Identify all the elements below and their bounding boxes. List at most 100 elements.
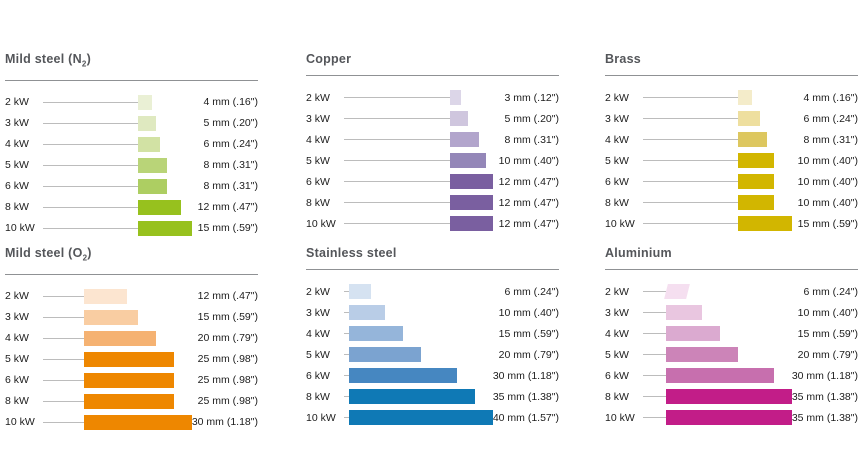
leader-line [643, 160, 738, 161]
bar-area [738, 111, 792, 126]
thickness-bar [666, 347, 738, 362]
thickness-bar [666, 305, 702, 320]
chart-row: 5 kW 10 mm (.40") [306, 150, 559, 171]
chart-row: 10 kW 15 mm (.59") [605, 213, 858, 234]
thickness-bar [665, 389, 792, 404]
chart-row: 6 kW 30 mm (1.18") [306, 365, 559, 386]
bar-area [449, 132, 493, 147]
thickness-bar [738, 174, 774, 189]
thickness-label: 15 mm (.59") [797, 217, 858, 230]
thickness-bar [449, 216, 493, 231]
leader-line [643, 396, 666, 397]
power-label: 8 kW [605, 390, 629, 403]
chart-row: 5 kW 20 mm (.79") [605, 344, 858, 365]
bar-area [349, 347, 493, 362]
chart-row: 2 kW 6 mm (.24") [306, 281, 559, 302]
chart-row: 3 kW 5 mm (.20") [5, 113, 258, 134]
chart-row: 6 kW 8 mm (.31") [5, 176, 258, 197]
thickness-label: 25 mm (.98") [197, 353, 258, 365]
thickness-label: 10 mm (.40") [797, 196, 858, 209]
power-label: 2 kW [306, 285, 330, 298]
thickness-label: 10 mm (.40") [498, 154, 559, 167]
leader-line [344, 118, 450, 119]
chart-brass: Brass 2 kW 4 mm (.16") 3 kW 6 mm (.24") 4 kW 8… [605, 52, 858, 234]
bar-area [738, 195, 792, 210]
title-underline [5, 79, 258, 81]
bar-area [349, 284, 493, 299]
leader-line [643, 202, 738, 203]
leader-line [643, 417, 666, 418]
thickness-bar [449, 153, 486, 168]
bar-area [138, 136, 192, 152]
chart-row: 6 kW 30 mm (1.18") [605, 365, 858, 386]
leader-line [344, 97, 450, 98]
power-label: 3 kW [306, 306, 330, 319]
power-label: 10 kW [306, 217, 336, 230]
power-label: 3 kW [605, 112, 629, 125]
leader-line [344, 202, 450, 203]
bar-area [665, 368, 792, 383]
leader-line [344, 312, 349, 313]
bar-area [666, 305, 792, 320]
chart-row: 3 kW 5 mm (.20") [306, 108, 559, 129]
bar-area [666, 347, 792, 362]
chart-row: 8 kW 25 mm (.98") [5, 391, 258, 412]
bar-area [138, 94, 192, 110]
thickness-label: 15 mm (.59") [797, 327, 858, 340]
title-underline [605, 75, 858, 76]
power-label: 6 kW [5, 180, 29, 192]
bar-area [138, 157, 192, 173]
thickness-bar [84, 330, 156, 346]
leader-line [344, 139, 450, 140]
bar-area [738, 174, 792, 189]
chart-row: 2 kW 3 mm (.12") [306, 87, 559, 108]
chart-rows: 2 kW 6 mm (.24") 3 kW 10 mm (.40") 4 kW 15 mm… [306, 281, 559, 428]
chart-rows: 2 kW 4 mm (.16") 3 kW 5 mm (.20") 4 kW 6 mm (… [5, 92, 258, 239]
title-underline [5, 273, 258, 275]
chart-row: 10 kW 12 mm (.47") [306, 213, 559, 234]
thickness-bar [349, 305, 385, 320]
bar-area [665, 389, 792, 404]
chart-row: 8 kW 35 mm (1.38") [605, 386, 858, 407]
thickness-label: 20 mm (.79") [498, 348, 559, 361]
thickness-bar [84, 351, 174, 367]
thickness-bar [738, 216, 792, 231]
thickness-bar [449, 111, 468, 126]
power-label: 4 kW [5, 332, 29, 344]
chart-row: 3 kW 10 mm (.40") [306, 302, 559, 323]
leader-line [43, 164, 138, 166]
power-label: 8 kW [306, 390, 330, 403]
power-label: 6 kW [306, 369, 330, 382]
thickness-label: 25 mm (.98") [197, 395, 258, 407]
leader-line [344, 181, 450, 182]
chart-row: 2 kW 4 mm (.16") [605, 87, 858, 108]
leader-line [344, 333, 349, 334]
power-label: 10 kW [306, 411, 336, 424]
thickness-bar [138, 115, 156, 131]
leader-line [43, 316, 84, 318]
leader-line [43, 337, 84, 339]
bar-area [138, 199, 192, 215]
power-label: 8 kW [5, 201, 29, 213]
bar-area [738, 90, 792, 105]
bar-area [138, 220, 192, 236]
thickness-label: 8 mm (.31") [203, 180, 258, 192]
bar-area [738, 132, 792, 147]
thickness-bar [738, 132, 767, 147]
leader-line [43, 295, 84, 297]
thickness-label: 5 mm (.20") [504, 112, 559, 125]
thickness-label: 12 mm (.47") [197, 290, 258, 302]
thickness-bar [738, 195, 774, 210]
chart-mild-steel-o: Mild steel (O2) 2 kW 12 mm (.47") 3 kW 15 mm… [5, 246, 258, 433]
chart-title: Aluminium [605, 246, 672, 260]
power-label: 4 kW [306, 133, 330, 146]
thickness-bar [665, 410, 792, 425]
leader-line [643, 312, 666, 313]
thickness-bar [348, 368, 457, 383]
thickness-label: 12 mm (.47") [498, 196, 559, 209]
bar-area [664, 284, 792, 299]
thickness-bar [449, 174, 493, 189]
title-underline [306, 75, 559, 76]
leader-line [643, 181, 738, 182]
thickness-label: 6 mm (.24") [803, 112, 858, 125]
